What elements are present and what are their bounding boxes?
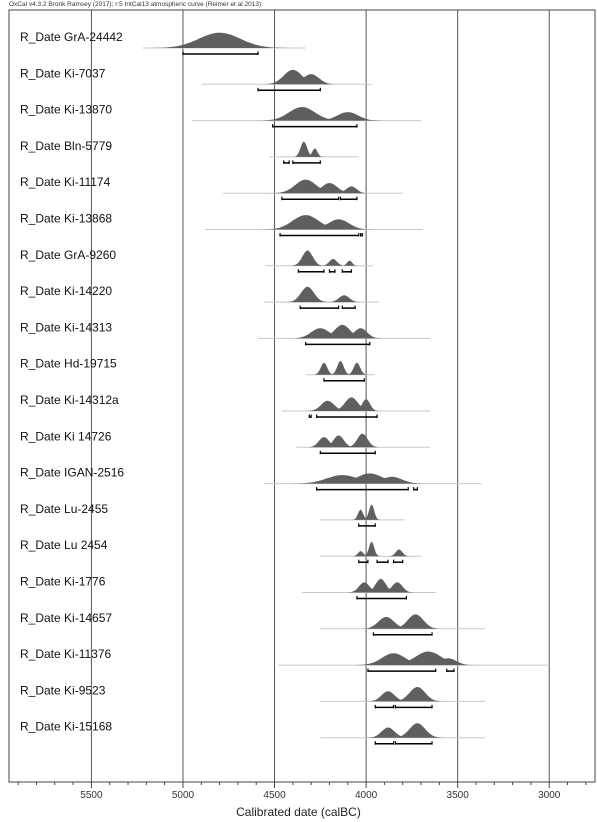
distribution-label: R_Date Ki-7037 [20,66,106,80]
probability-distribution [296,433,431,448]
probability-distribution [278,651,550,666]
x-axis-label: Calibrated date (calBC) [236,805,361,819]
probability-distribution [305,361,376,375]
distribution-label: R_Date GrA-9260 [20,248,116,262]
distribution-label: R_Date Ki-13868 [20,212,112,226]
oxcal-header-text: OxCal v4.3.2 Bronk Ramsey (2017); r:5 In… [9,1,262,8]
probability-distribution [201,69,372,85]
probability-distribution [263,473,482,484]
distribution-label: R_Date Ki-9523 [20,683,106,697]
x-tick-label: 4500 [263,790,286,801]
distribution-label: R_Date IGAN-2516 [20,466,124,480]
probability-distribution [142,32,306,48]
distribution-label: R_Date Ki-14312a [20,393,119,407]
distribution-label: R_Date Lu-2455 [20,502,108,516]
distribution-label: R_Date Ki-15168 [20,720,112,734]
probability-distribution [320,723,486,738]
probability-distribution [223,179,403,194]
distribution-label: R_Date GrA-24442 [20,30,123,44]
probability-distribution [281,397,431,411]
probability-distribution [192,107,421,121]
probability-distribution [320,541,421,557]
distribution-label: R_Date Hd-19715 [20,357,117,371]
probability-distribution [263,286,379,303]
probability-distribution [320,614,486,629]
distribution-label: R_Date Ki-14657 [20,611,112,625]
x-tick-label: 5500 [80,790,103,801]
probability-distribution [258,324,431,339]
distribution-label: R_Date Lu 2454 [20,538,108,552]
probability-distribution [269,141,359,157]
distribution-label: R_Date Ki-13870 [20,103,112,117]
distribution-label: R_Date Bln-5779 [20,139,112,153]
probability-distribution [320,687,486,702]
probability-distribution [204,215,423,230]
x-tick-label: 5000 [172,790,195,801]
x-tick-label: 4000 [355,790,378,801]
distribution-label: R_Date Ki-14220 [20,284,112,298]
probability-distribution [302,578,436,593]
distribution-label: R_Date Ki 14726 [20,429,112,443]
distribution-label: R_Date Ki-14313 [20,320,112,334]
x-tick-label: 3500 [447,790,470,801]
distribution-label: R_Date Ki-11174 [20,175,111,189]
plot-frame [8,9,596,783]
probability-distribution [320,504,405,520]
distribution-label: R_Date Ki-11376 [20,647,111,661]
distribution-label: R_Date Ki-1776 [20,575,106,589]
x-tick-label: 3000 [538,790,561,801]
probability-distribution [265,250,374,266]
